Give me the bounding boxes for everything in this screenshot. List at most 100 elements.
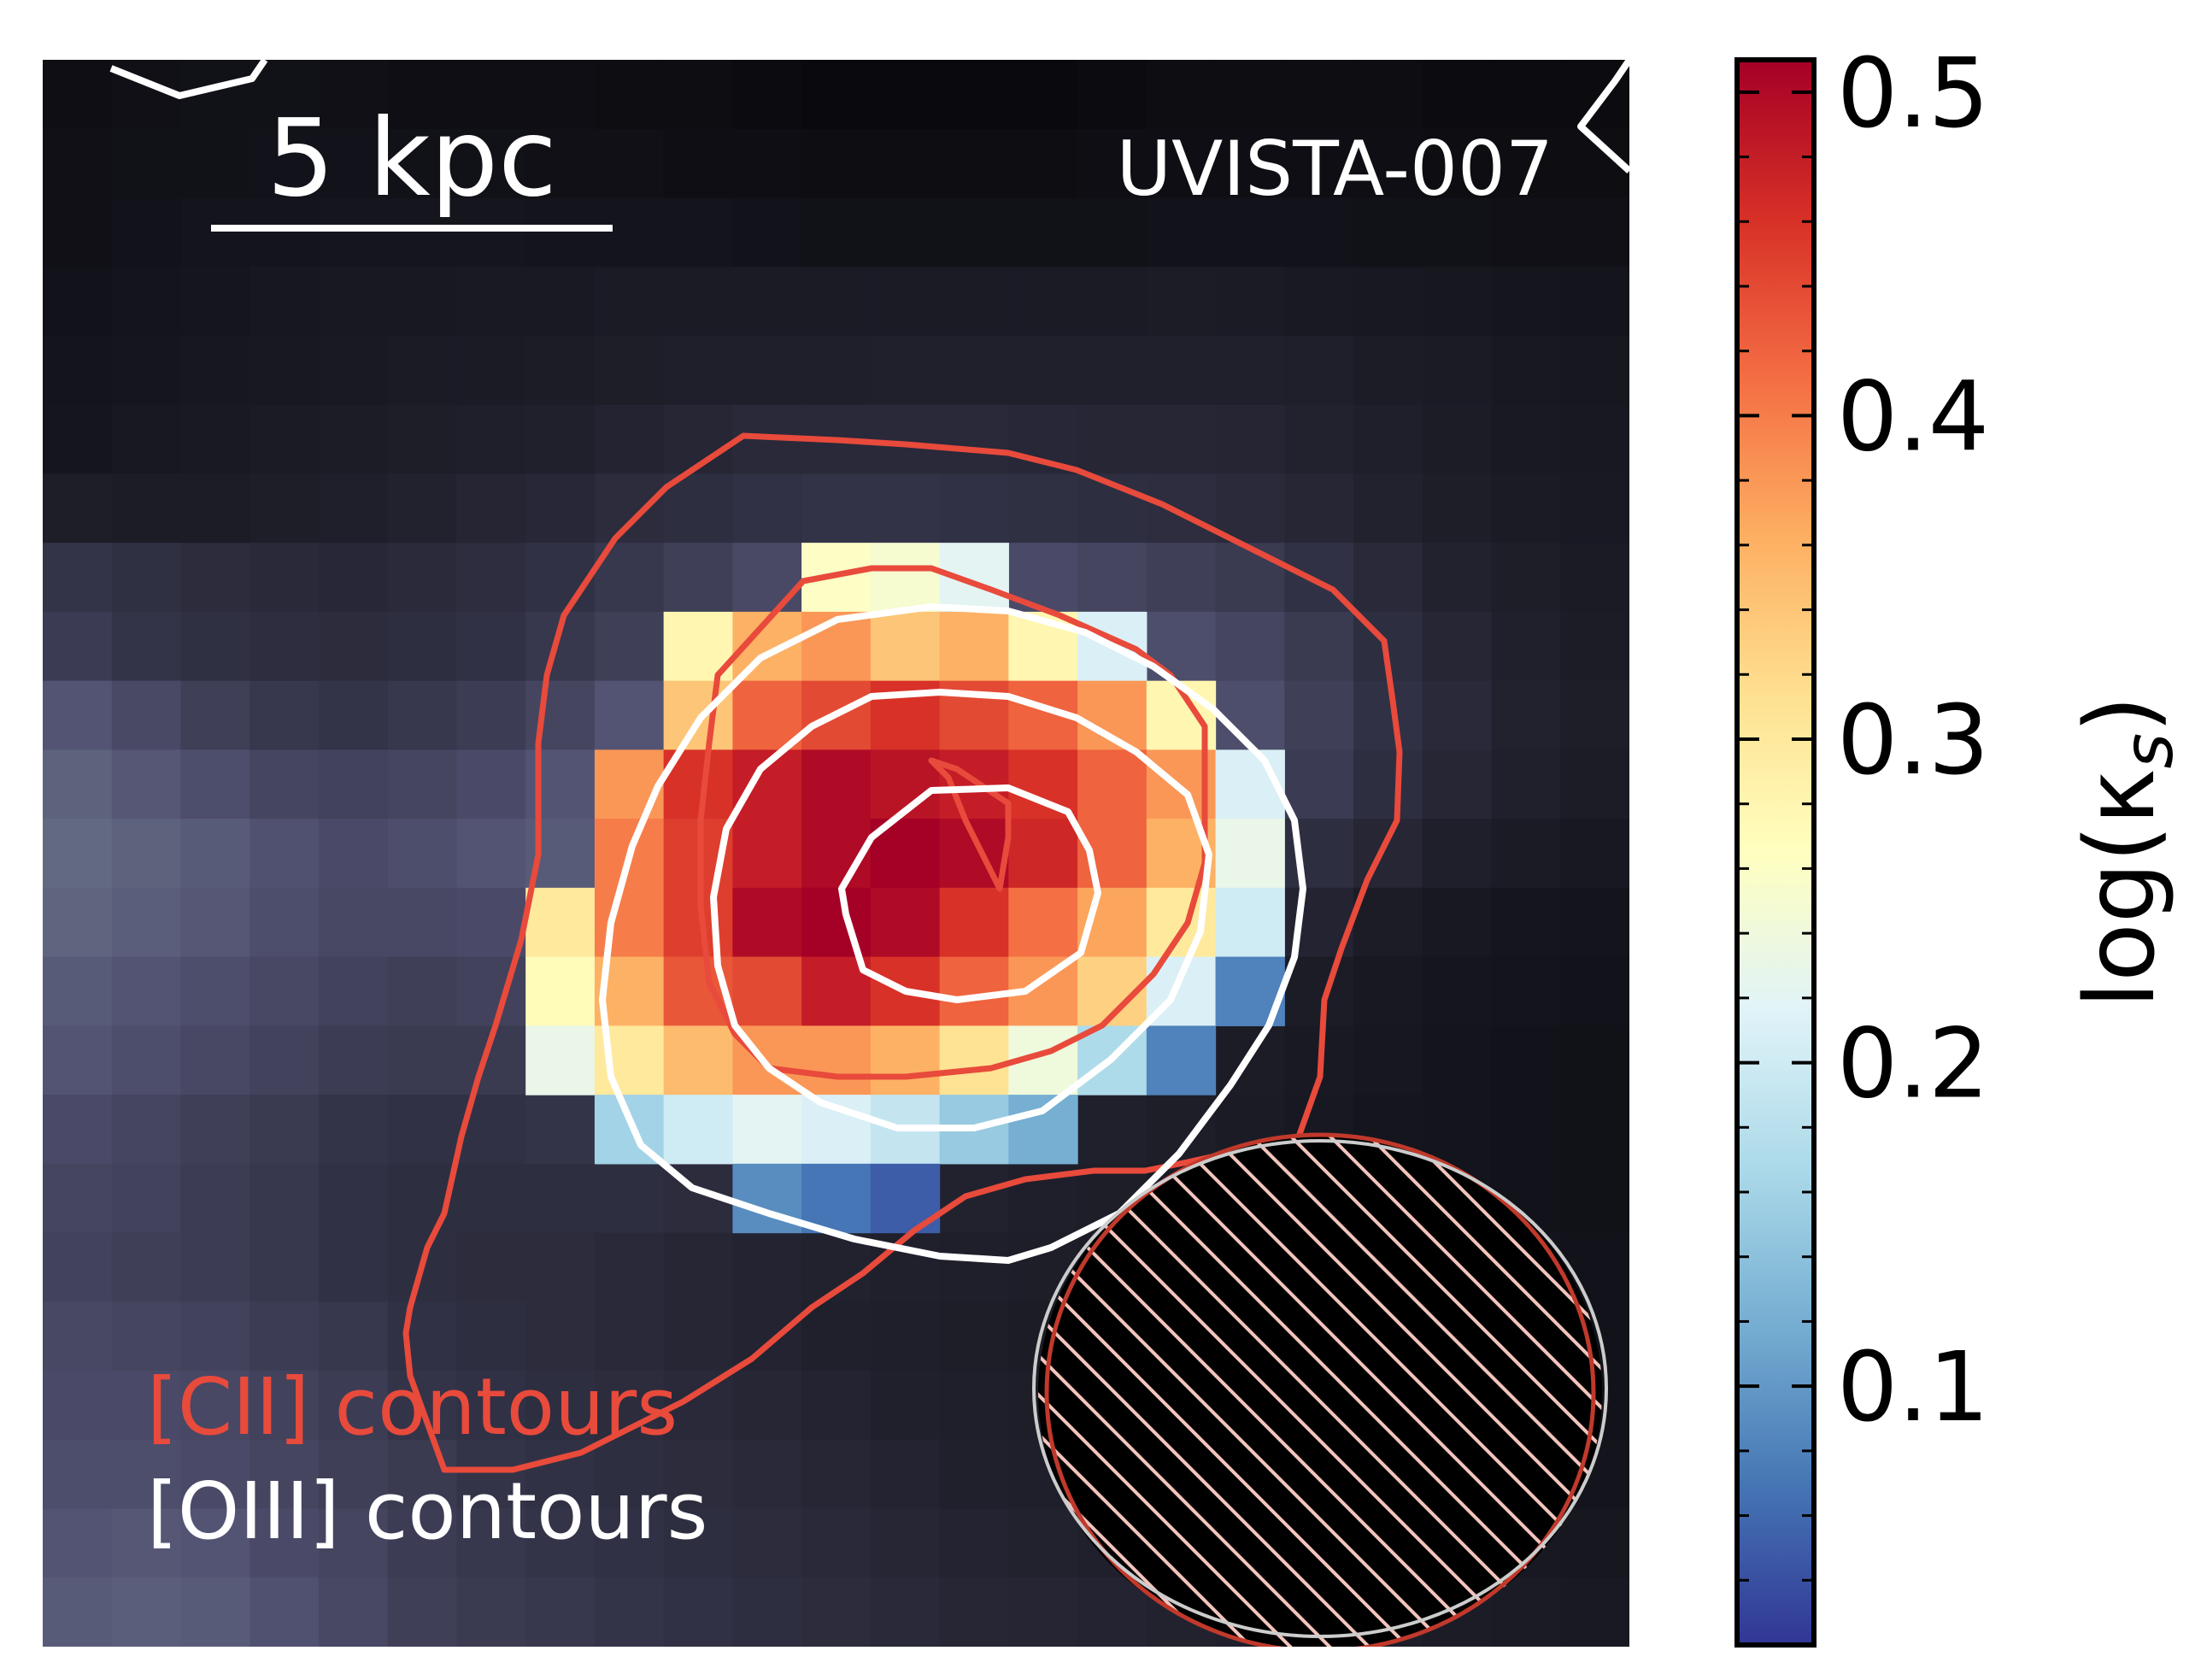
- background-pixel: [43, 611, 113, 682]
- background-pixel: [180, 128, 250, 199]
- background-pixel: [1077, 197, 1147, 267]
- background-pixel: [180, 680, 250, 750]
- background-pixel: [456, 1095, 526, 1165]
- object-name: UVISTA-007: [1117, 125, 1553, 213]
- background-pixel: [43, 197, 113, 267]
- background-pixel: [1215, 60, 1285, 130]
- background-pixel: [594, 611, 665, 682]
- background-pixel: [318, 404, 389, 475]
- background-pixel: [663, 267, 733, 337]
- background-pixel: [318, 680, 389, 750]
- background-pixel: [1491, 335, 1561, 406]
- background-pixel: [1215, 473, 1285, 543]
- beam-fill: [1038, 1137, 1602, 1647]
- background-pixel: [180, 1371, 250, 1441]
- background-pixel: [43, 1371, 113, 1441]
- background-pixel: [111, 1025, 182, 1096]
- beam-oiii-outline: [1032, 1139, 1608, 1638]
- colorbar-tick-label: 0.4: [1837, 361, 1989, 473]
- kappa-pixel: [525, 887, 596, 958]
- background-pixel: [249, 749, 320, 819]
- background-pixel: [43, 680, 113, 750]
- background-pixel: [801, 1577, 872, 1647]
- background-pixel: [870, 197, 941, 267]
- background-pixel: [594, 1163, 665, 1234]
- kappa-pixel: [525, 956, 596, 1026]
- kappa-pixel: [801, 1025, 872, 1096]
- background-pixel: [249, 611, 320, 682]
- background-pixel: [1146, 60, 1217, 130]
- kappa-pixel: [801, 887, 872, 958]
- background-pixel: [1284, 128, 1354, 199]
- background-pixel: [43, 1577, 113, 1647]
- background-pixel: [1560, 887, 1629, 958]
- background-pixel: [456, 680, 526, 750]
- background-pixel: [1422, 128, 1493, 199]
- background-pixel: [1008, 128, 1078, 199]
- colorbar-major-ticks: [1737, 90, 1814, 1389]
- background-pixel: [525, 128, 596, 199]
- kappa-pixel: [732, 1095, 802, 1165]
- background-pixel: [939, 404, 1009, 475]
- background-pixel: [732, 1508, 802, 1578]
- background-pixel: [318, 1163, 389, 1234]
- background-pixel: [1353, 819, 1423, 889]
- background-pixel: [525, 1232, 596, 1302]
- background-pixel: [249, 1508, 320, 1578]
- kappa-pixel: [1008, 1095, 1078, 1165]
- background-pixel: [111, 887, 182, 958]
- kappa-pixel: [939, 1025, 1009, 1096]
- background-pixel: [939, 197, 1009, 267]
- oiii-contour-mid: [710, 689, 1212, 1131]
- background-pixel: [111, 1301, 182, 1372]
- background-pixel: [594, 128, 665, 199]
- scale-bar: 5 kpc: [211, 97, 613, 232]
- background-pixel: [180, 1439, 250, 1510]
- cii-contour-inner: [928, 757, 1012, 892]
- background-pixel: [318, 1439, 389, 1510]
- background-pixel: [1215, 404, 1285, 475]
- background-pixel: [1491, 680, 1561, 750]
- background-pixel: [525, 404, 596, 475]
- background-pixel: [801, 197, 872, 267]
- background-pixel: [43, 267, 113, 337]
- oiii-edge-contours: [109, 60, 1629, 173]
- background-pixel: [456, 887, 526, 958]
- background-pixel: [249, 1025, 320, 1096]
- background-pixel: [180, 1508, 250, 1578]
- kappa-pixel: [870, 543, 941, 613]
- background-pixel: [249, 335, 320, 406]
- background-pixel: [318, 1025, 389, 1096]
- background-pixel: [1560, 543, 1629, 613]
- background-pixel: [939, 1439, 1009, 1510]
- background-pixel: [1422, 749, 1493, 819]
- background-pixel: [1146, 543, 1217, 613]
- background-pixel: [387, 404, 458, 475]
- background-pixel: [111, 1508, 182, 1578]
- beam-hatch-line: [1086, 1137, 1602, 1647]
- cii-contour-outer: [402, 432, 1403, 1473]
- background-pixel: [1353, 543, 1423, 613]
- background-pixel: [663, 473, 733, 543]
- background-pixel: [1284, 473, 1354, 543]
- background-pixel: [111, 1439, 182, 1510]
- background-pixel: [1353, 267, 1423, 337]
- background-pixel: [387, 611, 458, 682]
- colorbar-tick-label: 0.2: [1837, 1009, 1989, 1120]
- background-pixel: [387, 267, 458, 337]
- background-pixel: [249, 267, 320, 337]
- background-pixel: [1008, 1508, 1078, 1578]
- background-pixel: [1560, 819, 1629, 889]
- background-pixel: [456, 473, 526, 543]
- background-pixel: [732, 1301, 802, 1372]
- background-pixel: [663, 1577, 733, 1647]
- colorbar-tick-label: 0.5: [1837, 38, 1989, 150]
- background-pixel: [387, 819, 458, 889]
- background-pixel: [318, 956, 389, 1026]
- colorbar: 0.1 0.2 0.3 0.4 0.5 log(κs): [1734, 38, 2188, 1648]
- background-pixel: [249, 1577, 320, 1647]
- background-pixel: [249, 60, 320, 130]
- kappa-pixel: [801, 749, 872, 819]
- background-pixel: [1422, 887, 1493, 958]
- background-pixel: [1077, 267, 1147, 337]
